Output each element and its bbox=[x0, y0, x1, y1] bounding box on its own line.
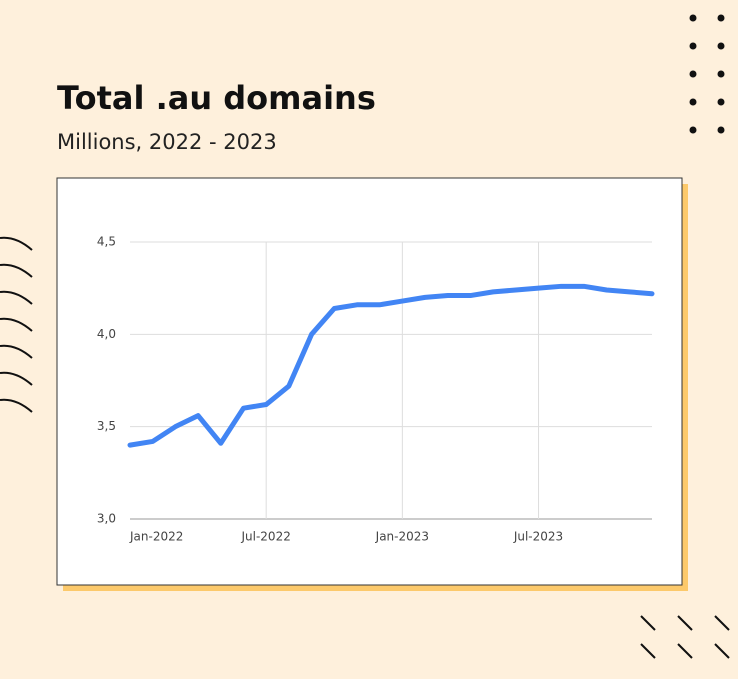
data-line bbox=[127, 283, 655, 448]
y-tick-label: 3,5 bbox=[97, 419, 116, 433]
x-tick-label: Jul-2023 bbox=[513, 530, 563, 544]
x-tick-label: Jan-2023 bbox=[375, 530, 429, 544]
decor-waves bbox=[0, 236, 33, 413]
card bbox=[56, 177, 683, 586]
decor-dots bbox=[689, 14, 725, 134]
y-tick-label: 4,5 bbox=[97, 235, 116, 249]
decor-slashes bbox=[640, 615, 730, 659]
y-tick-label: 4,0 bbox=[97, 327, 116, 341]
chart-title: Total .au domains bbox=[57, 79, 376, 117]
chart-subtitle: Millions, 2022 - 2023 bbox=[57, 130, 277, 154]
x-tick-label: Jul-2022 bbox=[240, 530, 290, 544]
y-tick-label: 3,0 bbox=[97, 512, 116, 526]
x-tick-label: Jan-2022 bbox=[129, 530, 183, 544]
